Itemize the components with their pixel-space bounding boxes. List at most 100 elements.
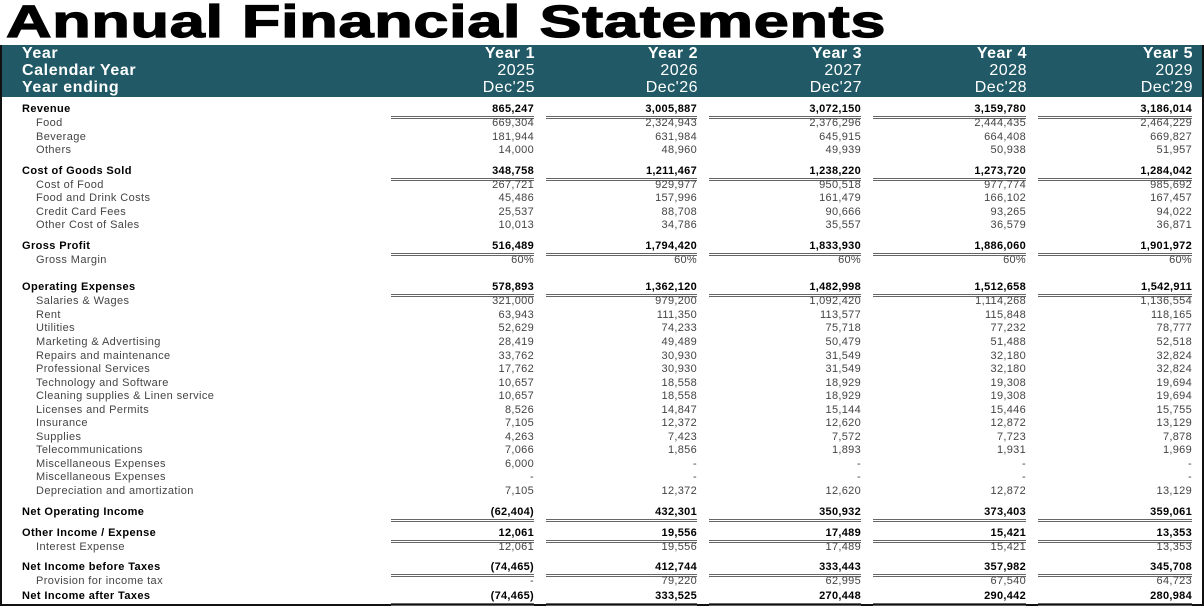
- cell-value: 1,114,268: [975, 295, 1026, 308]
- cell-value: 950,518: [819, 178, 861, 191]
- total-value: 359,061: [1038, 505, 1192, 522]
- total-cell: 1,211,467: [540, 164, 703, 181]
- table-row: Utilities 52,629 74,233 75,718 77,232 78,777: [0, 322, 1204, 336]
- header-value: Dec'27: [809, 79, 862, 96]
- table-row: Food 669,304 2,324,943 2,376,296 2,444,435 2,…: [0, 117, 1204, 131]
- cell-value: 19,308: [990, 390, 1026, 403]
- cell-value: 1,969: [1162, 444, 1192, 457]
- cell-value: 15,421: [990, 540, 1026, 553]
- cell-value: 78,777: [1156, 322, 1192, 335]
- cell-value: 157,996: [655, 192, 697, 205]
- cell-value: 79,220: [661, 575, 697, 588]
- cell-value: 60%: [1003, 253, 1026, 266]
- cell-value: 167,457: [1150, 192, 1192, 205]
- row-label: Net Operating Income: [22, 505, 145, 518]
- cell-value: 67,540: [990, 575, 1026, 588]
- section-total-row: Cost of Goods Sold 348,758 1,211,467 1,238,…: [0, 164, 1204, 181]
- cell-value: -: [693, 471, 697, 484]
- table-row: Repairs and maintenance 33,762 30,930 31,54…: [0, 350, 1204, 364]
- cell-value: 33,762: [498, 349, 534, 362]
- table-row: Rent 63,943 111,350 113,577 115,848 118,165: [0, 309, 1204, 323]
- cell-value: 31,549: [825, 349, 861, 362]
- cell-value: 7,723: [996, 430, 1026, 443]
- header-value: 2028: [989, 62, 1027, 79]
- cell-value: 19,308: [990, 376, 1026, 389]
- cell-value: 664,408: [984, 130, 1026, 143]
- total-cell: (62,404): [385, 505, 540, 522]
- cell-value: 669,304: [492, 117, 534, 129]
- total-value: 1,901,972: [1038, 239, 1192, 256]
- cell-value: 12,061: [498, 540, 534, 553]
- total-value: 516,489: [391, 239, 534, 256]
- cell-value: 10,013: [498, 219, 534, 232]
- header-row: Year Year 1 Year 2 Year 3 Year 4 Year 5: [0, 45, 1204, 62]
- total-value: 1,833,930: [709, 239, 861, 256]
- total-value: 1,886,060: [873, 239, 1026, 256]
- cell-value: 645,915: [819, 130, 861, 143]
- table-row: Provision for income tax - 79,220 62,995 67,…: [0, 575, 1204, 589]
- total-cell: 3,186,014: [1032, 102, 1198, 119]
- cell-value: 18,929: [825, 390, 861, 403]
- total-cell: (74,465): [385, 560, 540, 578]
- total-cell: 1,542,911: [1032, 280, 1198, 298]
- cell-value: 50,479: [825, 336, 861, 349]
- header-value: Year 4: [976, 45, 1027, 62]
- cell-value: 50,938: [990, 144, 1026, 157]
- cell-value: 161,479: [819, 192, 861, 205]
- cell-value: 52,629: [498, 322, 534, 335]
- cell-value: 32,824: [1156, 349, 1192, 362]
- total-value: 1,284,042: [1038, 164, 1192, 181]
- total-value: 373,403: [873, 505, 1026, 522]
- section-total-row: Operating Expenses 578,893 1,362,120 1,482,…: [0, 280, 1204, 298]
- table-row: Miscellaneous Expenses 6,000 - - - -: [0, 458, 1204, 472]
- header-value: Year 5: [1142, 45, 1193, 62]
- cell-value: 15,446: [990, 403, 1026, 416]
- table-row: Cleaning supplies & Linen service 10,657 1…: [0, 390, 1204, 404]
- total-cell: 3,159,780: [867, 102, 1032, 119]
- row-label: Cleaning supplies & Linen service: [36, 390, 215, 403]
- total-cell: 13,353: [1032, 526, 1198, 543]
- total-cell: 345,708: [1032, 560, 1198, 578]
- total-cell: 1,886,060: [867, 239, 1032, 256]
- cell-value: -: [1022, 457, 1026, 470]
- table-row: Supplies 4,263 7,423 7,572 7,723 7,878: [0, 431, 1204, 445]
- header-row: Calendar Year 2025 2026 2027 2028 2029: [0, 62, 1204, 79]
- cell-value: 36,579: [990, 219, 1026, 232]
- cell-value: 94,022: [1156, 205, 1192, 218]
- header-value: Year 1: [484, 45, 535, 62]
- total-value: 280,984: [1038, 589, 1192, 606]
- cell-value: 60%: [1169, 253, 1192, 266]
- total-cell: 1,901,972: [1032, 239, 1198, 256]
- financial-table: Revenue 865,247 3,005,887 3,072,150 3,159,78…: [0, 100, 1204, 606]
- cell-value: 2,324,943: [645, 117, 697, 129]
- cell-value: 15,144: [825, 403, 861, 416]
- cell-value: 166,102: [984, 192, 1026, 205]
- cell-value: 60%: [511, 253, 534, 266]
- cell-value: 267,721: [492, 178, 534, 191]
- row-label: Interest Expense: [36, 540, 125, 553]
- row-label: Net Income after Taxes: [22, 589, 151, 602]
- section: Net Income after Taxes (74,465) 333,525 270…: [0, 589, 1204, 606]
- cell-value: 14,000: [498, 144, 534, 157]
- cell-value: 28,419: [498, 336, 534, 349]
- cell-value: 90,666: [825, 205, 861, 218]
- cell-value: 985,692: [1150, 178, 1192, 191]
- total-value: 1,542,911: [1038, 280, 1192, 298]
- cell-value: 1,931: [996, 444, 1026, 457]
- total-cell: 432,301: [540, 505, 703, 522]
- total-value: 1,362,120: [546, 280, 697, 298]
- section: Other Income / Expense 12,061 19,556 17,489…: [0, 526, 1204, 555]
- row-label: Operating Expenses: [22, 281, 136, 294]
- cell-value: 18,558: [661, 390, 697, 403]
- row-label: Rent: [36, 308, 61, 321]
- total-value: 1,512,658: [873, 280, 1026, 298]
- total-value: 578,893: [391, 280, 534, 298]
- row-label: Revenue: [22, 103, 71, 115]
- header-label: Year ending: [22, 79, 120, 96]
- cell-value: 18,558: [661, 376, 697, 389]
- cell-value: 32,180: [990, 363, 1026, 376]
- cell-value: 7,105: [504, 417, 534, 430]
- cell-value: 12,620: [825, 417, 861, 430]
- table-row: Telecommunications 7,066 1,856 1,893 1,931 1,…: [0, 444, 1204, 458]
- cell-value: 64,723: [1156, 575, 1192, 588]
